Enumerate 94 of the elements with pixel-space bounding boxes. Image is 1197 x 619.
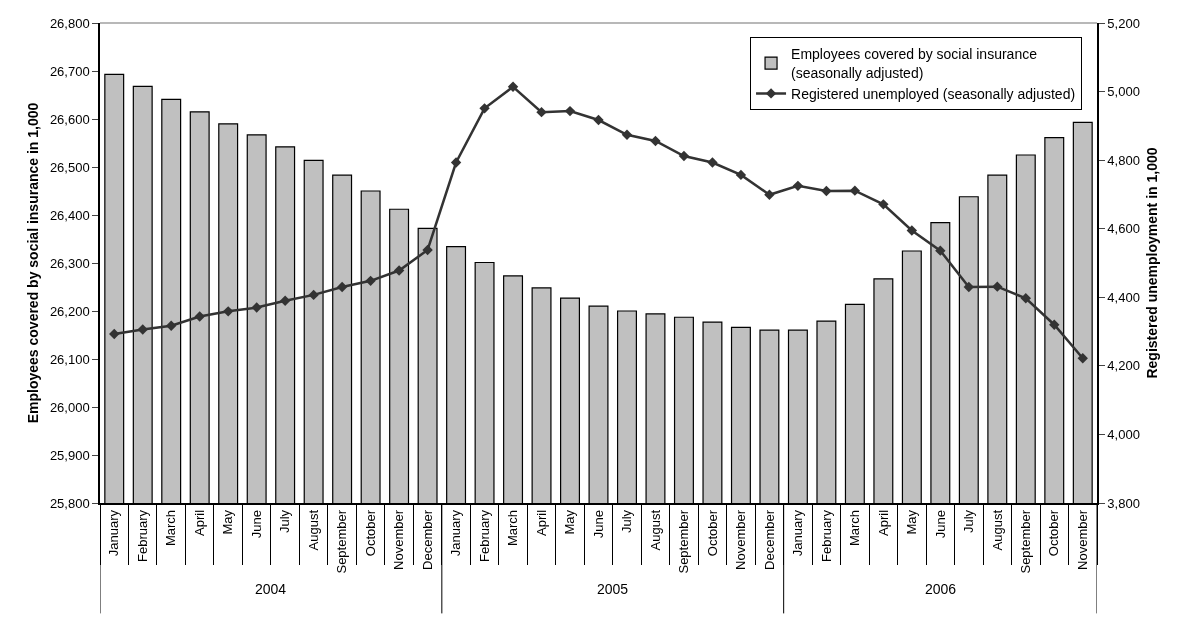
x-tick-label: January: [448, 509, 464, 557]
point: [735, 169, 747, 181]
point: [393, 265, 405, 276]
point: [650, 135, 661, 147]
text: 2005: [597, 581, 629, 597]
point: [992, 281, 1003, 292]
text: 2006: [925, 581, 957, 597]
point: [678, 150, 690, 162]
point: [222, 306, 234, 317]
y-tick-label: 26,500: [49, 159, 90, 175]
point: [308, 289, 319, 301]
y-tick-label: 25,900: [49, 447, 90, 463]
x-tick-label: March: [847, 509, 863, 547]
point: [621, 129, 633, 140]
x-tick-label: September: [1018, 509, 1034, 574]
x-tick-label: April: [533, 509, 549, 536]
x-tick-label: December: [419, 509, 435, 570]
x-tick-label: December: [761, 509, 777, 570]
point: [764, 189, 775, 200]
x-tick-label: November: [733, 509, 749, 570]
x-tick-label: July: [961, 509, 977, 534]
point: [479, 103, 490, 114]
x-tick-label: February: [134, 509, 150, 562]
x-tick-label: October: [1046, 509, 1062, 557]
point: [849, 185, 861, 196]
point: [935, 245, 946, 256]
point: [251, 302, 262, 313]
x-tick-label: March: [163, 509, 179, 547]
point: [593, 114, 604, 126]
y-tick-label: 26,800: [49, 15, 90, 31]
y-tick-label: 26,300: [49, 255, 90, 271]
y-tick-label: 25,800: [49, 495, 90, 511]
text: 2004: [255, 581, 287, 597]
x-tick-label: August: [989, 509, 1005, 551]
y-tick-label: 26,400: [49, 207, 90, 223]
legend-label: Employees covered by social insurance (seasonally adjusted): [791, 46, 1038, 81]
x-tick-label: September: [676, 509, 692, 574]
legend-label: Registered unemployed (seasonally adjusted): [791, 85, 1076, 102]
y2-tick-label: 3,800: [1107, 495, 1140, 511]
x-tick-label: July: [277, 509, 293, 534]
y-tick-label: 26,200: [49, 303, 90, 319]
point: [1077, 353, 1088, 364]
y2-axis-title: Registered unemployment in 1,000: [1143, 147, 1160, 379]
x-tick-label: June: [932, 509, 948, 539]
x-tick-label: May: [562, 509, 578, 535]
point: [336, 281, 348, 293]
y2-tick-label: 4,800: [1107, 152, 1140, 168]
point: [422, 244, 433, 256]
x-tick-label: October: [704, 509, 720, 557]
x-tick-label: March: [505, 509, 521, 547]
y-tick-label: 26,600: [49, 111, 90, 127]
x-tick-label: January: [790, 509, 806, 557]
x-tick-label: January: [106, 509, 122, 557]
x-tick-label: June: [248, 509, 264, 539]
point: [878, 199, 889, 210]
y2-tick-label: 4,000: [1107, 426, 1140, 442]
point: [137, 324, 148, 335]
x-tick-label: October: [362, 509, 378, 557]
point: [906, 225, 918, 236]
x-tick-label: May: [220, 509, 236, 535]
x-tick-label: August: [647, 509, 663, 551]
point: [707, 157, 718, 168]
point: [166, 320, 177, 331]
y2-tick-label: 4,200: [1107, 358, 1140, 374]
point: [536, 106, 547, 118]
x-tick-label: February: [476, 509, 492, 562]
x-tick-label: April: [191, 509, 207, 536]
x-tick-label: February: [818, 509, 834, 562]
y2-tick-label: 4,600: [1107, 221, 1140, 237]
x-tick-label: July: [619, 509, 635, 534]
point: [1049, 319, 1060, 330]
point: [792, 180, 804, 192]
x-tick-label: April: [875, 509, 891, 536]
y2-tick-label: 5,200: [1107, 15, 1140, 31]
point: [365, 275, 376, 287]
x-tick-label: May: [904, 509, 920, 535]
y-tick-label: 26,100: [49, 351, 90, 367]
x-tick-label: November: [1074, 509, 1090, 570]
y2-tick-label: 5,000: [1107, 84, 1140, 100]
point: [109, 328, 120, 340]
point: [1020, 293, 1031, 304]
point: [821, 185, 832, 197]
y2-tick-label: 4,400: [1107, 289, 1140, 305]
point: [279, 295, 291, 306]
y-tick-label: 26,700: [49, 63, 90, 79]
x-tick-label: November: [391, 509, 407, 570]
x-tick-label: September: [334, 509, 350, 574]
point: [450, 157, 462, 168]
y-axis-title: Employees covered by social insurance in 1,000: [24, 102, 41, 424]
point: [507, 81, 519, 92]
point: [194, 311, 205, 322]
y-tick-label: 26,000: [49, 399, 90, 415]
x-tick-label: June: [590, 509, 606, 539]
x-tick-label: August: [305, 509, 321, 551]
